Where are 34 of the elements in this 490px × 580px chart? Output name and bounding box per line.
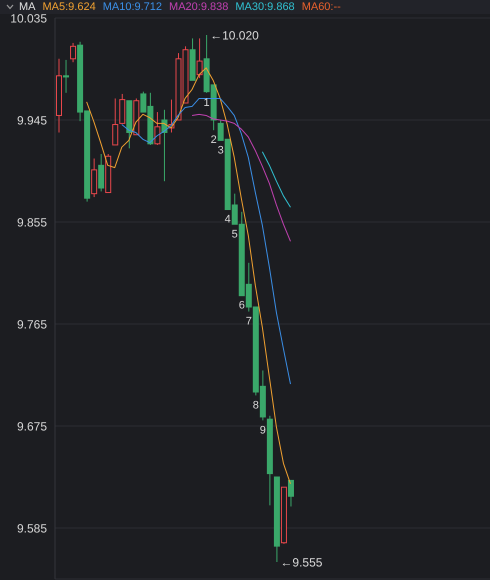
text: MA10:9.712 xyxy=(102,1,162,13)
candlestick xyxy=(70,42,76,63)
text: 6 xyxy=(238,300,245,312)
annotation: ←9.555 xyxy=(280,555,323,570)
y-tick-label: 9.855 xyxy=(16,215,48,230)
text: 2 xyxy=(210,134,217,146)
candlestick xyxy=(98,154,104,192)
candlestick xyxy=(112,98,118,146)
text: 8 xyxy=(252,399,259,412)
candlestick xyxy=(119,93,126,124)
line-series xyxy=(262,151,291,208)
text: 5 xyxy=(232,228,238,240)
text: 7 xyxy=(246,316,252,328)
text: MA20:9.838 xyxy=(169,1,228,13)
legend-title: MA xyxy=(19,1,36,13)
candlestick xyxy=(91,158,98,198)
text: MA5:9.624 xyxy=(42,1,96,13)
y-tick-label: 9.585 xyxy=(16,521,48,536)
candlestick xyxy=(63,59,70,94)
y-tick-label: 10.035 xyxy=(10,11,48,26)
text: 4 xyxy=(224,214,231,226)
text: 9 xyxy=(260,424,266,436)
annotation: ←10.020 xyxy=(210,28,260,42)
candlestick xyxy=(154,112,160,146)
y-tick-label: 9.765 xyxy=(16,317,48,332)
candlestick xyxy=(288,480,294,507)
legend-label: MA60:-- xyxy=(302,1,341,13)
text: MA30:9.868 xyxy=(235,1,295,13)
text: 3 xyxy=(218,144,224,156)
line-series xyxy=(192,114,291,242)
y-tick-label: 9.945 xyxy=(16,113,48,128)
candlestick xyxy=(196,38,203,79)
y-tick-label: 9.675 xyxy=(16,419,48,434)
text: 1 xyxy=(204,96,210,109)
